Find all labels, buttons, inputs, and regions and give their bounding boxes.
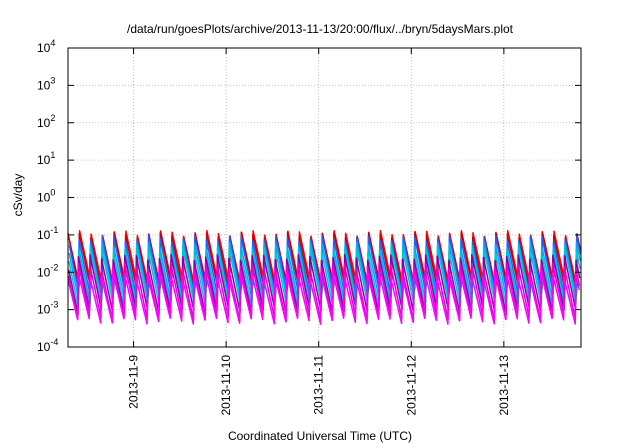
- x-tick-label: 2013-11-11: [312, 355, 326, 415]
- plot-frame: [67, 47, 582, 348]
- series-layer: [67, 229, 582, 325]
- y-tick-label: 10-2: [37, 262, 58, 279]
- y-tick-label: 104: [37, 38, 55, 55]
- y-tick-label: 103: [37, 75, 55, 92]
- y-axis-title: cSv/day: [11, 173, 25, 217]
- x-axis-title: Coordinated Universal Time (UTC): [227, 429, 413, 443]
- y-tick-label: 10-3: [37, 300, 58, 317]
- x-tick-label: 2013-11-9: [127, 355, 141, 409]
- y-tick-label: 10-4: [37, 337, 58, 354]
- y-tick-label: 100: [37, 188, 55, 205]
- y-tick-label: 102: [37, 113, 55, 130]
- x-tick-label: 2013-11-12: [404, 355, 418, 416]
- tick-layer: 10-4 10-3 10-2 10-1 100 101 102 103 104 2013-11-9…: [37, 38, 581, 416]
- series-line: [67, 270, 581, 325]
- x-tick-label: 2013-11-10: [219, 355, 233, 416]
- x-tick-label: 2013-11-13: [497, 355, 511, 416]
- y-tick-label: 101: [37, 150, 55, 167]
- y-tick-label: 10-1: [37, 225, 58, 242]
- chart-title: /data/run/goesPlots/archive/2013-11-13/2…: [127, 22, 513, 36]
